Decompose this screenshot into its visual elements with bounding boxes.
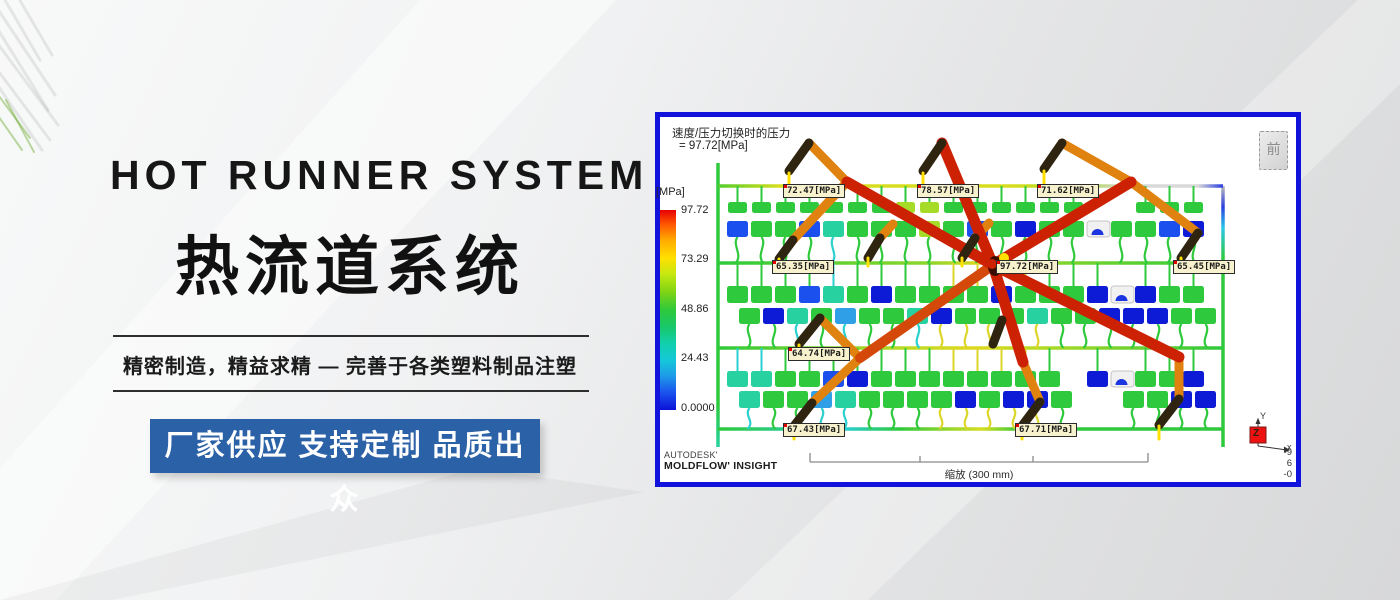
hero-tagline: 精密制造，精益求精 — 完善于各类塑料制品注塑	[122, 356, 578, 378]
pressure-probe-label: 97.72[MPa]	[996, 260, 1059, 274]
legend-colorbar	[660, 210, 676, 410]
front-view-button[interactable]: 前	[1259, 131, 1288, 170]
plot-title-line1: 速度/压力切换时的压力	[672, 128, 791, 140]
axis-triad	[1255, 417, 1291, 453]
scale-ruler	[809, 453, 1149, 463]
legend-tick: 73.29	[681, 253, 709, 265]
legend-tick: 0.0000	[681, 402, 715, 414]
legend-tick: 48.86	[681, 303, 709, 315]
axis-value: -0	[1283, 469, 1292, 480]
axis-value: 6	[1286, 458, 1292, 469]
pressure-probe-label: 71.62[MPa]	[1037, 184, 1100, 198]
divider-bottom	[113, 390, 589, 392]
pressure-probe-label: 72.47[MPa]	[783, 184, 846, 198]
supply-cta-button[interactable]: 厂家供应 支持定制 品质出众	[150, 419, 540, 516]
pressure-probe-label: 78.57[MPa]	[917, 184, 980, 198]
moldflow-insight-logo-text: MOLDFLOW' INSIGHT	[664, 460, 778, 472]
axis-y-label: Y	[1260, 411, 1267, 421]
hero-title-en: HOT RUNNER SYSTEM	[110, 152, 649, 198]
axis-x-label: x	[1287, 442, 1292, 452]
pressure-probe-label: 67.71[MPa]	[1015, 423, 1078, 437]
plot-title-line2: = 97.72[MPa]	[679, 140, 748, 152]
pressure-probe-label: 64.74[MPa]	[788, 347, 851, 361]
palm-leaf-decor	[0, 0, 60, 153]
hero-title-cn: 热流道系统	[175, 231, 525, 305]
legend-tick: 24.43	[681, 352, 709, 364]
legend-tick: 97.72	[681, 204, 709, 216]
legend-unit-label: [MPa]	[656, 186, 685, 198]
pressure-probe-label: 65.45[MPa]	[1173, 260, 1236, 274]
divider-top	[113, 335, 589, 337]
axis-z-label: Z	[1253, 428, 1260, 439]
pressure-probe-label: 65.35[MPa]	[772, 260, 835, 274]
scale-bar-label: 缩放 (300 mm)	[944, 469, 1014, 481]
pressure-probe-label: 67.43[MPa]	[783, 423, 846, 437]
axis-z-square	[1249, 426, 1267, 444]
moldflow-plot	[716, 137, 1291, 463]
autodesk-logo-text: AUTODESK'	[664, 450, 718, 460]
axis-value: -9	[1283, 447, 1292, 458]
